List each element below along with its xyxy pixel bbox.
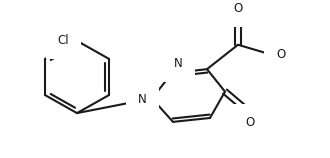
Text: O: O	[233, 3, 243, 15]
Text: N: N	[138, 93, 147, 106]
Text: O: O	[276, 48, 285, 61]
Text: N: N	[174, 57, 183, 70]
Text: Cl: Cl	[57, 34, 69, 47]
Text: O: O	[246, 116, 255, 129]
